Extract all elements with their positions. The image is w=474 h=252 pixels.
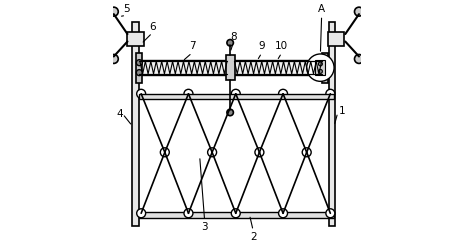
Circle shape xyxy=(307,54,334,81)
Circle shape xyxy=(137,60,142,66)
Text: A: A xyxy=(318,4,325,14)
Circle shape xyxy=(160,148,169,157)
Text: 3: 3 xyxy=(201,222,208,232)
Bar xyxy=(322,53,328,83)
Text: 9: 9 xyxy=(259,42,265,51)
Circle shape xyxy=(322,70,328,76)
Circle shape xyxy=(279,89,288,98)
Bar xyxy=(329,22,335,226)
Text: 6: 6 xyxy=(149,22,155,32)
Text: 10: 10 xyxy=(275,42,288,51)
Circle shape xyxy=(109,54,118,64)
Text: 8: 8 xyxy=(230,32,237,42)
Text: 4: 4 xyxy=(117,109,123,119)
Circle shape xyxy=(326,89,335,98)
Circle shape xyxy=(208,148,217,157)
Circle shape xyxy=(109,7,118,16)
Text: 1: 1 xyxy=(339,106,346,116)
Circle shape xyxy=(227,40,233,46)
Bar xyxy=(315,60,325,75)
Text: 5: 5 xyxy=(123,4,129,14)
Circle shape xyxy=(355,54,364,64)
Circle shape xyxy=(184,209,193,218)
Circle shape xyxy=(302,148,311,157)
Circle shape xyxy=(326,209,335,218)
Circle shape xyxy=(137,70,142,76)
Bar xyxy=(128,32,144,46)
Circle shape xyxy=(322,60,328,66)
Circle shape xyxy=(279,209,288,218)
Bar xyxy=(139,60,228,75)
Circle shape xyxy=(137,89,146,98)
Bar xyxy=(139,94,334,99)
Text: 7: 7 xyxy=(189,42,195,51)
Circle shape xyxy=(319,62,322,66)
Bar xyxy=(136,53,142,83)
Bar xyxy=(226,55,235,80)
Circle shape xyxy=(227,109,233,116)
Text: 2: 2 xyxy=(250,232,256,242)
Circle shape xyxy=(255,148,264,157)
Circle shape xyxy=(137,209,146,218)
Circle shape xyxy=(184,89,193,98)
Bar xyxy=(139,212,334,218)
Circle shape xyxy=(231,89,240,98)
Bar xyxy=(233,60,323,75)
Circle shape xyxy=(231,209,240,218)
Circle shape xyxy=(355,7,364,16)
Bar xyxy=(132,22,139,226)
Circle shape xyxy=(319,69,322,73)
Bar xyxy=(328,32,344,46)
